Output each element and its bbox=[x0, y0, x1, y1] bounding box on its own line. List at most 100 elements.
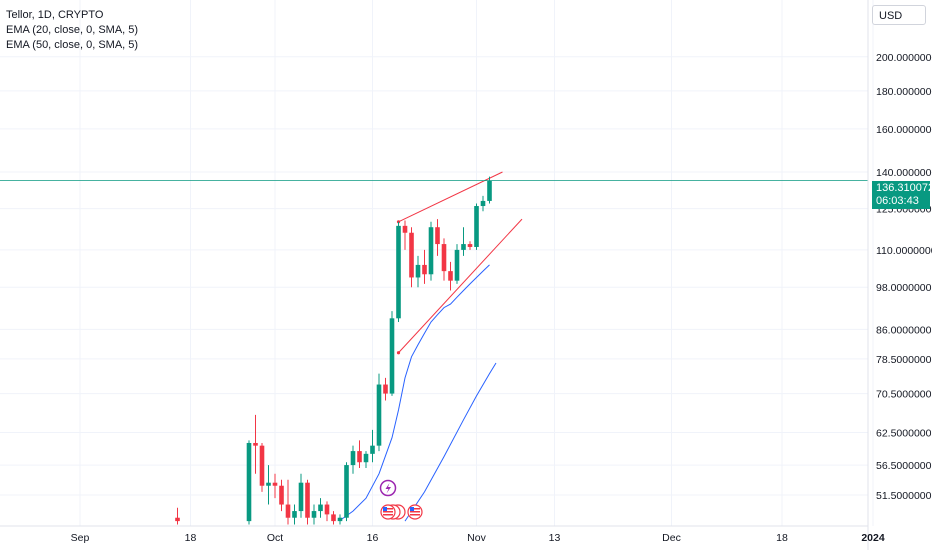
candle-body bbox=[435, 227, 440, 245]
legend-symbol[interactable]: Tellor, 1D, CRYPTO bbox=[6, 9, 104, 21]
countdown-timer: 06:03:43 bbox=[876, 195, 919, 207]
candle-body bbox=[292, 511, 297, 518]
candle bbox=[487, 176, 492, 204]
candle-body bbox=[363, 453, 369, 463]
candle bbox=[415, 255, 421, 288]
candle-body bbox=[415, 264, 421, 278]
time-tick-label: Dec bbox=[662, 532, 681, 544]
candle-body bbox=[422, 264, 427, 275]
candle bbox=[266, 465, 271, 505]
candle-body bbox=[461, 244, 466, 250]
candle bbox=[324, 501, 330, 522]
candle bbox=[292, 504, 297, 525]
price-tick-label: 98.0000000 bbox=[876, 282, 932, 294]
candle-body bbox=[370, 445, 375, 454]
candle-body bbox=[474, 206, 479, 247]
legend-ema20[interactable]: EMA (20, close, 0, SMA, 5) bbox=[6, 24, 139, 36]
candle bbox=[441, 238, 447, 281]
candle-body bbox=[344, 465, 349, 518]
ema20-line bbox=[339, 264, 490, 521]
candle-body bbox=[253, 442, 258, 446]
candle bbox=[279, 479, 284, 512]
candle bbox=[175, 507, 180, 525]
time-tick-label: Sep bbox=[71, 532, 90, 544]
candle-body bbox=[272, 482, 278, 486]
time-tick-label: 18 bbox=[185, 532, 197, 544]
trend-line-anchor[interactable] bbox=[396, 351, 401, 355]
price-axis[interactable]: 51.5000000 56.5000000 62.5000000 70.5000000… bbox=[876, 52, 932, 502]
price-tick-label: 78.5000000 bbox=[876, 354, 932, 366]
time-axis[interactable]: Sep18Oct16Nov13Dec18202415Feb13 bbox=[71, 532, 932, 544]
candle-body bbox=[331, 514, 336, 522]
candle bbox=[389, 311, 395, 396]
candle bbox=[363, 451, 369, 468]
time-tick-label: 13 bbox=[549, 532, 561, 544]
candle-body bbox=[305, 482, 310, 518]
candle bbox=[402, 220, 408, 250]
candle bbox=[461, 227, 466, 256]
candle bbox=[474, 203, 479, 250]
legend-ema50[interactable]: EMA (50, close, 0, SMA, 5) bbox=[6, 39, 139, 51]
candle bbox=[318, 498, 323, 518]
us-flag-event-icon-2[interactable] bbox=[407, 504, 423, 520]
candle-body bbox=[428, 227, 434, 275]
candle-body bbox=[259, 445, 265, 486]
candle-body bbox=[487, 180, 492, 201]
candle-body bbox=[402, 225, 408, 233]
candle-body bbox=[337, 517, 343, 522]
candle bbox=[253, 414, 258, 474]
candle-body bbox=[383, 384, 388, 394]
candle bbox=[480, 195, 486, 212]
candle bbox=[272, 473, 278, 499]
price-tick-label: 180.0000000 bbox=[876, 86, 932, 98]
price-tick-label: 140.0000000 bbox=[876, 167, 932, 179]
candle bbox=[337, 514, 343, 525]
event-markers[interactable] bbox=[379, 479, 423, 520]
candle bbox=[422, 249, 427, 284]
us-flag-event-icon[interactable] bbox=[380, 504, 406, 520]
candle bbox=[259, 442, 265, 492]
candle bbox=[285, 479, 291, 525]
candle-body bbox=[480, 200, 486, 207]
candle bbox=[396, 221, 401, 322]
ema50-line bbox=[404, 362, 497, 522]
candle bbox=[357, 440, 362, 468]
time-tick-label: 16 bbox=[367, 532, 379, 544]
price-tick-label: 110.0000000 bbox=[876, 245, 932, 257]
candle-body bbox=[396, 225, 401, 319]
price-tick-label: 86.0000000 bbox=[876, 324, 932, 336]
lightning-event-icon[interactable] bbox=[379, 479, 397, 497]
candle-body bbox=[467, 244, 473, 247]
candle-body bbox=[175, 517, 180, 522]
candle bbox=[467, 241, 473, 250]
time-tick-label: Oct bbox=[267, 532, 283, 544]
price-tick-label: 70.5000000 bbox=[876, 389, 932, 401]
price-tick-label: 200.0000000 bbox=[876, 52, 932, 64]
candle bbox=[448, 261, 453, 291]
candle bbox=[305, 479, 310, 525]
trend-line-2[interactable] bbox=[398, 218, 523, 354]
candle bbox=[298, 473, 304, 518]
price-tick-label: 160.0000000 bbox=[876, 124, 932, 136]
candle bbox=[350, 445, 356, 474]
candle-body bbox=[318, 504, 323, 512]
chart-legend: Tellor, 1D, CRYPTO EMA (20, close, 0, SM… bbox=[6, 8, 138, 53]
candle-body bbox=[350, 451, 356, 466]
price-tick-label: 56.5000000 bbox=[876, 460, 932, 472]
candle-body bbox=[389, 318, 395, 394]
currency-selector[interactable]: USD bbox=[872, 5, 926, 25]
candle-body bbox=[454, 249, 460, 281]
last-price-value: 136.3100722 bbox=[876, 182, 932, 194]
candle bbox=[311, 504, 317, 525]
candle bbox=[383, 377, 388, 401]
time-tick-label: Nov bbox=[467, 532, 486, 544]
price-tick-label: 51.5000000 bbox=[876, 490, 932, 502]
trend-line-1[interactable] bbox=[398, 171, 503, 223]
time-tick-label: 18 bbox=[776, 532, 788, 544]
grid-lines bbox=[0, 0, 874, 526]
candle bbox=[454, 244, 460, 284]
candles bbox=[175, 176, 492, 525]
candle-body bbox=[324, 504, 330, 515]
trend-lines[interactable] bbox=[396, 171, 523, 355]
